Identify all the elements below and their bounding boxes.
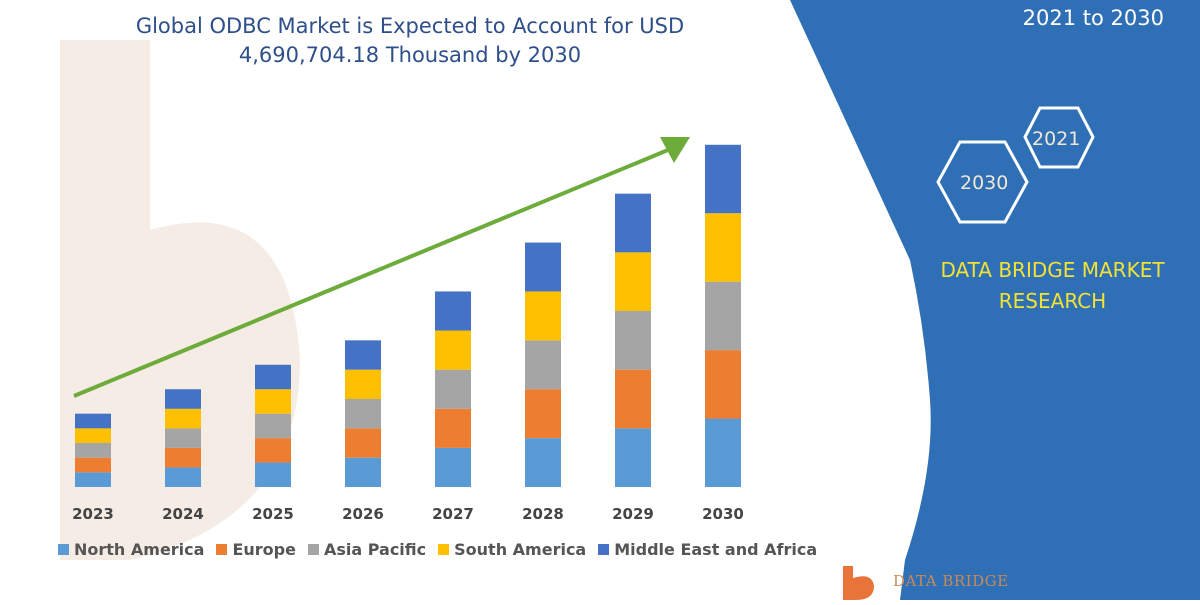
hexagon-2030-icon — [936, 140, 1029, 224]
bar-segment-2028-asia-pacific — [525, 340, 561, 390]
brand-logo-text: DATA BRIDGE — [893, 572, 1009, 590]
bar-segment-2025-south-america — [255, 389, 291, 414]
bar-segment-2028-north-america — [525, 438, 561, 487]
bar-segment-2023-middle-east-and-africa — [75, 413, 111, 429]
bar-segment-2024-asia-pacific — [165, 428, 201, 448]
bar-segment-2026-south-america — [345, 369, 381, 399]
bar-segment-2026-asia-pacific — [345, 399, 381, 429]
bar-segment-2023-north-america — [75, 472, 111, 487]
bar-segment-2030-north-america — [705, 418, 741, 487]
bar-segment-2026-north-america — [345, 457, 381, 487]
bar-segment-2024-middle-east-and-africa — [165, 389, 201, 409]
bar-segment-2025-north-america — [255, 462, 291, 487]
watermark-logo-shape — [60, 40, 300, 560]
bar-segment-2026-middle-east-and-africa — [345, 340, 381, 370]
bar-segment-2030-middle-east-and-africa — [705, 144, 741, 214]
hexagon-2021-icon — [1023, 106, 1095, 169]
trend-arrow-line — [73, 148, 669, 398]
x-tick-label: 2023 — [72, 505, 114, 523]
chart-title-line1: Global ODBC Market is Expected to Accoun… — [135, 14, 685, 38]
x-tick-label: 2024 — [162, 505, 204, 523]
bar-segment-2027-south-america — [435, 330, 471, 370]
hexagon-2030-label: 2030 — [960, 172, 1009, 194]
bar-segment-2030-south-america — [705, 213, 741, 282]
bar-segment-2027-asia-pacific — [435, 369, 471, 409]
bar-segment-2027-middle-east-and-africa — [435, 291, 471, 331]
legend-label: Middle East and Africa — [614, 540, 818, 559]
chart-title: Global ODBC Market is Expected to Accoun… — [80, 12, 740, 70]
bar-segment-2027-europe — [435, 408, 471, 448]
brand-name-line1: DATA BRIDGE MARKET — [940, 258, 1165, 282]
legend-swatch — [307, 544, 319, 555]
legend-item: North America — [58, 540, 204, 559]
bar-segment-2024-south-america — [165, 408, 201, 429]
x-tick-label: 2028 — [522, 505, 564, 523]
bar-segment-2029-asia-pacific — [615, 311, 651, 370]
bar-segment-2023-asia-pacific — [75, 443, 111, 458]
legend-item: South America — [438, 540, 586, 559]
bar-segment-2029-europe — [615, 369, 651, 429]
legend-swatch — [598, 544, 610, 555]
bar-segment-2028-middle-east-and-africa — [525, 242, 561, 292]
brand-name: DATA BRIDGE MARKET RESEARCH — [920, 255, 1185, 317]
brand-logo-icon — [843, 566, 874, 600]
bar-segment-2024-europe — [165, 447, 201, 468]
legend-label: Europe — [232, 540, 296, 559]
bar-segment-2025-middle-east-and-africa — [255, 364, 291, 390]
bar-segment-2029-middle-east-and-africa — [615, 193, 651, 253]
forecast-period-text: 2021 to 2030 — [1022, 6, 1164, 30]
bar-segment-2030-asia-pacific — [705, 281, 741, 351]
chart-legend: North America Europe Asia Pacific South Ame… — [58, 540, 817, 559]
bar-segment-2025-europe — [255, 438, 291, 463]
bar-segment-2024-north-america — [165, 467, 201, 487]
bar-segment-2029-north-america — [615, 428, 651, 487]
brand-name-line2: RESEARCH — [998, 289, 1107, 313]
legend-item: Middle East and Africa — [598, 540, 817, 559]
x-tick-label: 2026 — [342, 505, 384, 523]
legend-item: Asia Pacific — [307, 540, 427, 559]
bar-segment-2023-europe — [75, 457, 111, 473]
bar-segment-2027-north-america — [435, 447, 471, 487]
chart-title-line2: 4,690,704.18 Thousand by 2030 — [238, 43, 582, 67]
bar-segment-2030-europe — [705, 350, 741, 419]
legend-swatch — [216, 544, 228, 555]
right-panel — [790, 0, 1200, 600]
x-tick-label: 2029 — [612, 505, 654, 523]
legend-swatch — [438, 544, 450, 555]
legend-label: North America — [74, 540, 205, 559]
x-tick-label: 2027 — [432, 505, 474, 523]
legend-swatch — [58, 544, 69, 555]
bar-segment-2028-europe — [525, 389, 561, 439]
legend-label: Asia Pacific — [323, 540, 427, 559]
x-tick-label: 2030 — [702, 505, 744, 523]
legend-label: South America — [454, 540, 587, 559]
bar-segment-2028-south-america — [525, 291, 561, 341]
hexagon-2021-label: 2021 — [1032, 128, 1081, 150]
trend-arrow-head-icon — [660, 137, 690, 163]
x-tick-label: 2025 — [252, 505, 294, 523]
legend-item: Europe — [216, 540, 296, 559]
bar-segment-2025-asia-pacific — [255, 413, 291, 439]
bar-segment-2026-europe — [345, 428, 381, 458]
bar-segment-2023-south-america — [75, 428, 111, 443]
bar-segment-2029-south-america — [615, 252, 651, 311]
